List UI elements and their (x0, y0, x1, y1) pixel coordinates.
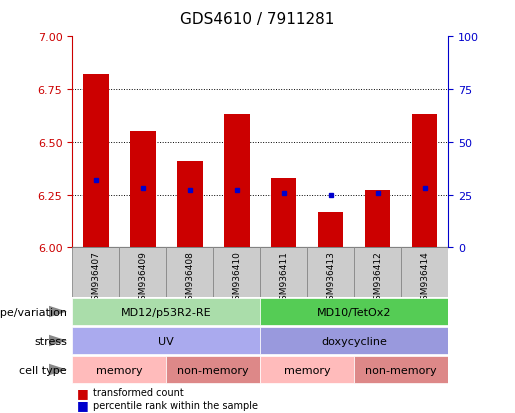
Text: UV: UV (158, 336, 174, 346)
Bar (130, 132, 156, 248)
Bar (83, 75, 109, 248)
Text: GSM936411: GSM936411 (279, 250, 288, 305)
Text: non-memory: non-memory (177, 365, 249, 375)
Bar (72, 299, 260, 325)
Bar (166, 356, 260, 383)
Text: memory: memory (96, 365, 143, 375)
Text: memory: memory (284, 365, 331, 375)
Text: GDS4610 / 7911281: GDS4610 / 7911281 (180, 12, 335, 27)
Polygon shape (49, 335, 67, 347)
Bar (72, 328, 260, 354)
Text: MD12/p53R2-RE: MD12/p53R2-RE (121, 307, 211, 317)
Text: doxycycline: doxycycline (321, 336, 387, 346)
Bar (72, 248, 119, 297)
Bar (213, 248, 260, 297)
Bar (271, 178, 297, 248)
Text: percentile rank within the sample: percentile rank within the sample (93, 400, 258, 410)
Bar (365, 191, 390, 248)
Bar (72, 356, 166, 383)
Text: GSM936410: GSM936410 (232, 250, 241, 305)
Bar (318, 212, 344, 248)
Text: GSM936413: GSM936413 (326, 250, 335, 305)
Text: ■: ■ (77, 386, 89, 399)
Text: GSM936409: GSM936409 (138, 250, 147, 305)
Polygon shape (49, 306, 67, 318)
Bar (307, 248, 354, 297)
Bar (177, 161, 202, 248)
Text: GSM936408: GSM936408 (185, 250, 194, 305)
Bar (224, 115, 249, 248)
Bar (260, 356, 354, 383)
Bar (354, 248, 401, 297)
Text: MD10/TetOx2: MD10/TetOx2 (317, 307, 391, 317)
Text: ■: ■ (77, 398, 89, 411)
Bar (260, 328, 448, 354)
Bar (166, 248, 213, 297)
Text: stress: stress (34, 336, 67, 346)
Text: transformed count: transformed count (93, 387, 183, 397)
Text: cell type: cell type (20, 365, 67, 375)
Bar (354, 356, 448, 383)
Bar (260, 299, 448, 325)
Bar (260, 248, 307, 297)
Polygon shape (49, 364, 67, 375)
Bar (119, 248, 166, 297)
Text: GSM936412: GSM936412 (373, 250, 382, 305)
Bar (411, 115, 437, 248)
Text: GSM936407: GSM936407 (91, 250, 100, 305)
Bar (401, 248, 448, 297)
Text: GSM936414: GSM936414 (420, 250, 429, 305)
Text: non-memory: non-memory (365, 365, 437, 375)
Text: genotype/variation: genotype/variation (0, 307, 67, 317)
